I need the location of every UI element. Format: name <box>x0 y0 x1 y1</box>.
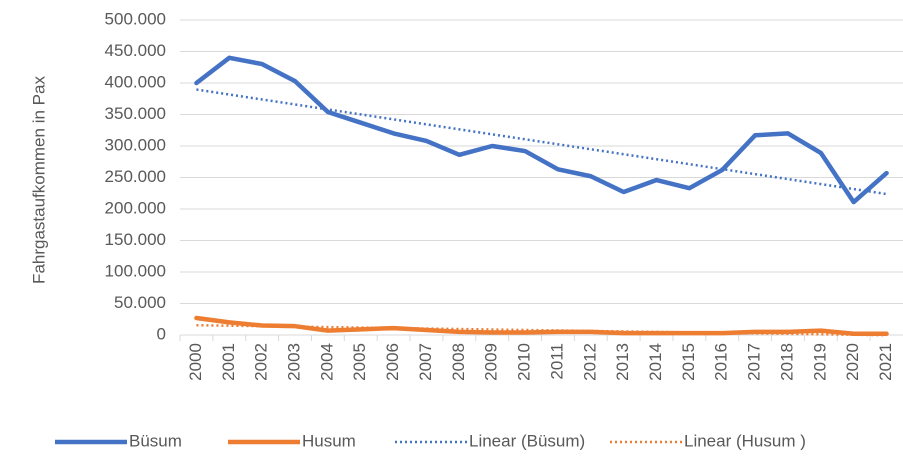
y-tick-label: 400.000 <box>105 72 166 91</box>
x-tick-label: 2012 <box>580 343 599 381</box>
x-tick-label: 2014 <box>646 343 665 381</box>
x-tick-label: 2008 <box>449 343 468 381</box>
x-tick-label: 2018 <box>777 343 796 381</box>
x-tick-label: 2006 <box>383 343 402 381</box>
y-tick-label: 350.000 <box>105 104 166 123</box>
x-tick-label: 2021 <box>876 343 895 381</box>
x-tick-label: 2002 <box>252 343 271 381</box>
x-tick-label: 2019 <box>810 343 829 381</box>
y-tick-label: 300.000 <box>105 135 166 154</box>
x-tick-label: 2015 <box>679 343 698 381</box>
x-tick-label: 2000 <box>186 343 205 381</box>
legend-label: Linear (Husum ) <box>684 431 806 450</box>
x-tick-label: 2001 <box>219 343 238 381</box>
legend-label: Büsum <box>129 431 182 450</box>
legend-label: Linear (Büsum) <box>469 431 585 450</box>
x-tick-label: 2020 <box>843 343 862 381</box>
x-tick-label: 2011 <box>547 343 566 380</box>
y-tick-label: 50.000 <box>114 293 166 312</box>
y-tick-label: 250.000 <box>105 167 166 186</box>
x-tick-label: 2017 <box>745 343 764 381</box>
y-tick-label: 150.000 <box>105 230 166 249</box>
series-line <box>194 315 889 336</box>
x-tick-label: 2010 <box>515 343 534 381</box>
y-tick-label: 500.000 <box>105 9 166 28</box>
y-tick-label: 200.000 <box>105 198 166 217</box>
x-tick-label: 2005 <box>350 343 369 381</box>
y-axis-label: Fahrgastaufkommen in Pax <box>29 76 48 284</box>
legend-label: Husum <box>302 431 356 450</box>
trendline <box>196 88 887 196</box>
x-tick-label: 2007 <box>416 343 435 381</box>
x-tick-label: 2003 <box>285 343 304 381</box>
y-tick-label: 100.000 <box>105 261 166 280</box>
x-tick-label: 2013 <box>613 343 632 381</box>
x-tick-label: 2016 <box>712 343 731 381</box>
series-line <box>194 55 889 205</box>
x-tick-label: 2004 <box>317 343 336 381</box>
x-tick-label: 2009 <box>482 343 501 381</box>
y-tick-label: 0 <box>157 324 166 343</box>
y-tick-label: 450.000 <box>105 41 166 60</box>
